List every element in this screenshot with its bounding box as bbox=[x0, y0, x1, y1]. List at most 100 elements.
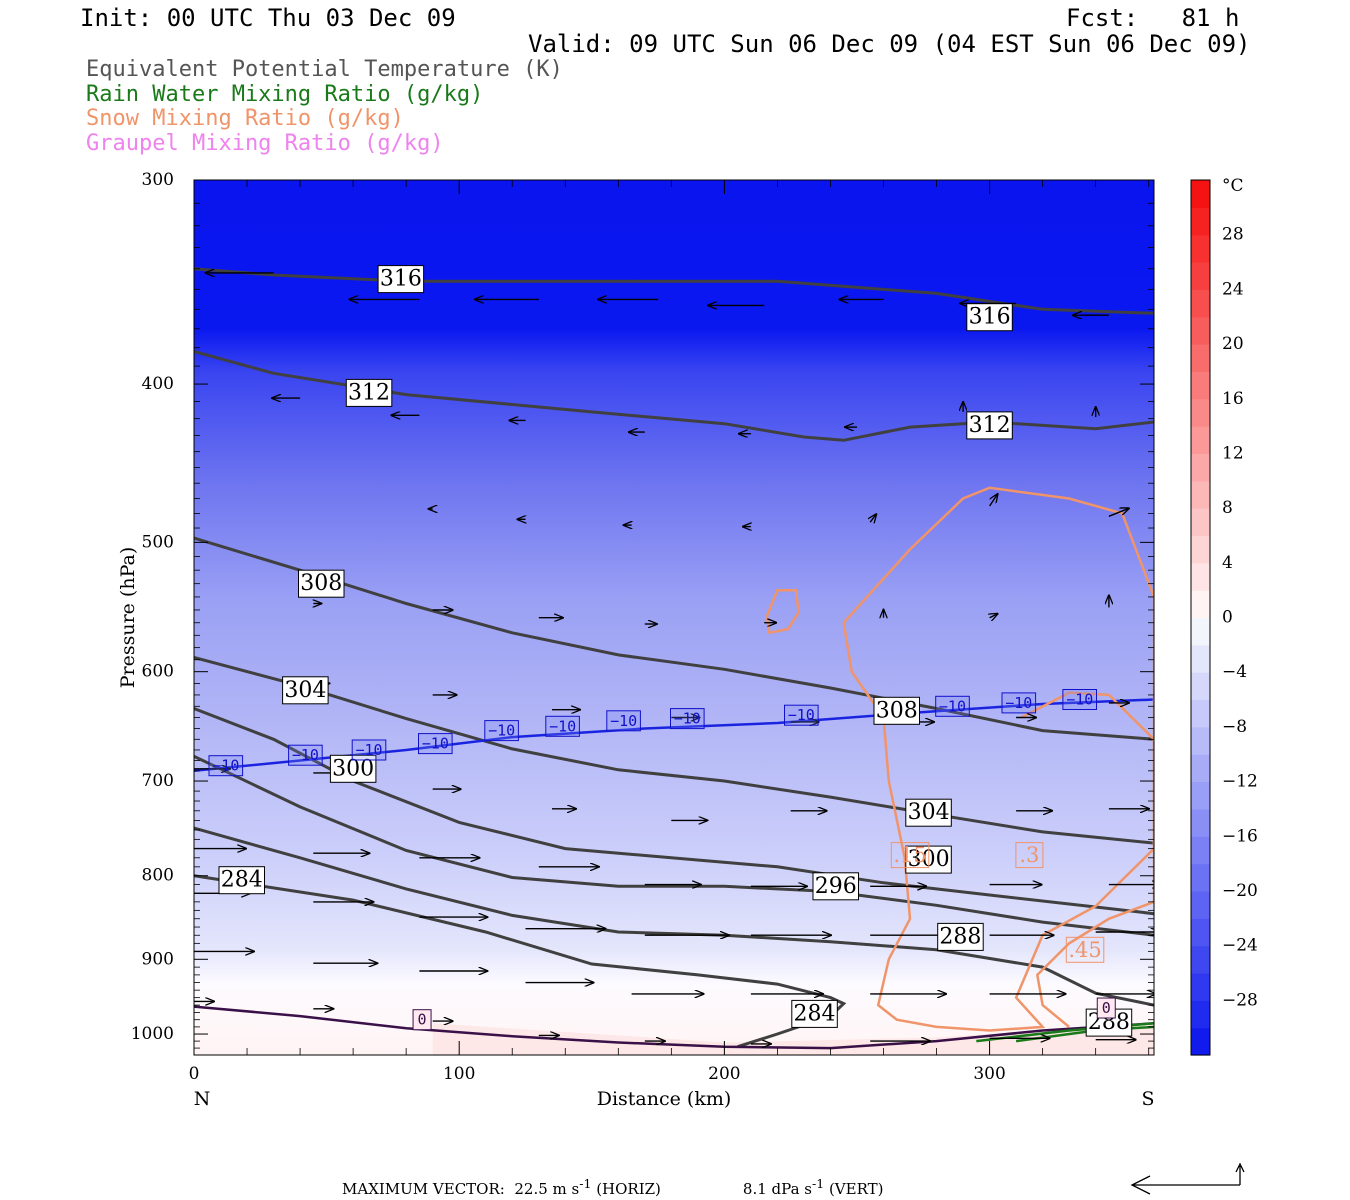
forecast-hour: Fcst: 81 h bbox=[1066, 4, 1240, 32]
y-tick-label: 1000 bbox=[131, 1024, 174, 1044]
colorbar-swatch bbox=[1191, 1027, 1210, 1056]
colorbar-tick-label: 0 bbox=[1222, 608, 1233, 628]
theta-e-label-box bbox=[791, 999, 838, 1028]
theta-e-label-box bbox=[937, 922, 984, 951]
theta-e-label: 316 bbox=[377, 265, 425, 294]
colorbar-swatch bbox=[1191, 726, 1210, 755]
colorbar-swatch bbox=[1191, 562, 1210, 591]
snow-label-box bbox=[1015, 842, 1044, 869]
isotherm-label-text: −10 bbox=[488, 722, 515, 740]
plot-frame bbox=[193, 179, 1155, 1056]
theta-e-label: 308 bbox=[298, 569, 345, 598]
zero-isotherm-label: 0 bbox=[1096, 997, 1116, 1019]
theta-e-label: 316 bbox=[966, 303, 1013, 332]
colorbar-swatch bbox=[1191, 289, 1210, 318]
colorbar-tick-label: 4 bbox=[1222, 553, 1233, 573]
colorbar-swatch bbox=[1191, 234, 1210, 263]
wind-vector bbox=[1108, 508, 1129, 517]
isotherm-label-box bbox=[784, 704, 819, 726]
colorbar-unit: °C bbox=[1222, 176, 1244, 196]
horiz-exp: -1 bbox=[579, 1176, 592, 1191]
isotherm-label-box bbox=[418, 733, 453, 755]
colorbar-swatch bbox=[1191, 590, 1210, 619]
colorbar-tick-label: −28 bbox=[1222, 990, 1258, 1010]
isotherm-label: −10 bbox=[351, 739, 387, 761]
x-axis-label: Distance (km) bbox=[597, 1088, 732, 1110]
y-tick-label: 800 bbox=[142, 866, 174, 886]
isotherm-label-text: −10 bbox=[355, 741, 382, 759]
theta-e-label-text: 308 bbox=[300, 571, 342, 596]
theta-e-contour-316 bbox=[194, 267, 1154, 315]
isotherm-label-box bbox=[351, 739, 387, 761]
colorbar-tick-label: 12 bbox=[1222, 443, 1244, 463]
theta-e-label-box bbox=[966, 303, 1013, 332]
theta-e-label-text: 288 bbox=[939, 924, 981, 949]
zero-isotherm-label-text: 0 bbox=[418, 1011, 427, 1029]
colorbar-frame bbox=[1190, 179, 1211, 1056]
theta-e-contour-296 bbox=[194, 754, 1154, 937]
theta-e-label-text: 312 bbox=[969, 413, 1011, 438]
colorbar-tick-label: 24 bbox=[1222, 279, 1244, 299]
theta-e-label: 296 bbox=[812, 872, 859, 901]
max-vector-vert: 8.1 dPa s bbox=[742, 1180, 812, 1198]
isotherm-label-box bbox=[484, 720, 519, 742]
colorbar-swatch bbox=[1191, 672, 1210, 701]
isotherm-label-text: −10 bbox=[422, 735, 449, 753]
theta-e-label-box bbox=[812, 872, 859, 901]
theta-e-contour-300 bbox=[194, 707, 1154, 916]
colorbar-swatch bbox=[1191, 262, 1210, 290]
theta-e-label-box bbox=[282, 676, 329, 705]
colorbar-swatch bbox=[1191, 316, 1210, 345]
colorbar-swatch bbox=[1191, 180, 1210, 208]
field-legend-graupel: Graupel Mixing Ratio (g/kg) bbox=[86, 131, 444, 156]
north-label: N bbox=[194, 1088, 211, 1110]
snow-label-box bbox=[1065, 936, 1105, 963]
theta-e-label: 288 bbox=[937, 922, 984, 951]
horiz-tag: (HORIZ) bbox=[591, 1180, 661, 1198]
theta-e-label: 308 bbox=[873, 696, 920, 725]
init-time: Init: 00 UTC Thu 03 Dec 09 bbox=[80, 4, 456, 32]
max-vector-note: MAXIMUM VECTOR: 22.5 m s-1 (HORIZ) 8.1 dP… bbox=[342, 1176, 883, 1198]
isotherm-label-text: −10 bbox=[549, 717, 576, 735]
colorbar-tick-label: 20 bbox=[1222, 334, 1244, 354]
snow-contour-0 bbox=[765, 589, 800, 635]
colorbar-swatch bbox=[1191, 426, 1210, 454]
warm-layer-shading bbox=[432, 1023, 1154, 1055]
isotherm-label-text: −10 bbox=[1005, 694, 1032, 712]
colorbar-swatch bbox=[1191, 781, 1210, 810]
isotherm-label-text: −10 bbox=[674, 710, 701, 728]
isotherm-label-box bbox=[606, 710, 641, 732]
colorbar-swatch bbox=[1191, 207, 1210, 236]
y-tick-label: 700 bbox=[142, 771, 174, 791]
south-label: S bbox=[1141, 1088, 1154, 1110]
colorbar-tick-label: −4 bbox=[1222, 662, 1247, 682]
isotherm-label-text: −10 bbox=[788, 706, 815, 724]
snow-label: .3 bbox=[1015, 842, 1044, 869]
snow-label-text: .3 bbox=[1019, 843, 1039, 867]
theta-e-label: 304 bbox=[282, 676, 329, 705]
isotherm-label-box bbox=[670, 708, 705, 730]
isotherm-label: −10 bbox=[1062, 689, 1098, 710]
theta-e-label-box bbox=[298, 569, 345, 598]
snow-label: .15 bbox=[890, 842, 930, 869]
colorbar-tick-label: 16 bbox=[1222, 389, 1244, 409]
x-tick-label: 300 bbox=[973, 1064, 1005, 1084]
colorbar-tick-label: −8 bbox=[1222, 717, 1247, 737]
colorbar-swatch bbox=[1191, 1000, 1210, 1029]
theta-e-label: 304 bbox=[905, 798, 952, 827]
theta-e-label: 312 bbox=[966, 411, 1013, 440]
y-axis-label: Pressure (hPa) bbox=[117, 547, 139, 689]
theta-e-label-text: 312 bbox=[348, 380, 390, 405]
x-tick-label: 200 bbox=[708, 1064, 740, 1084]
colorbar-swatch bbox=[1191, 453, 1210, 482]
colorbar-swatch bbox=[1191, 398, 1210, 427]
snow-contour-1 bbox=[842, 486, 1154, 1032]
colorbar-swatch bbox=[1191, 808, 1210, 837]
y-tick-label: 400 bbox=[142, 374, 174, 394]
snow-contour-2 bbox=[1020, 691, 1154, 1028]
isotherm-label-text: −10 bbox=[212, 757, 239, 775]
y-tick-label: 900 bbox=[142, 949, 174, 969]
theta-e-label-text: 284 bbox=[794, 1001, 836, 1026]
colorbar-swatch bbox=[1191, 508, 1210, 536]
